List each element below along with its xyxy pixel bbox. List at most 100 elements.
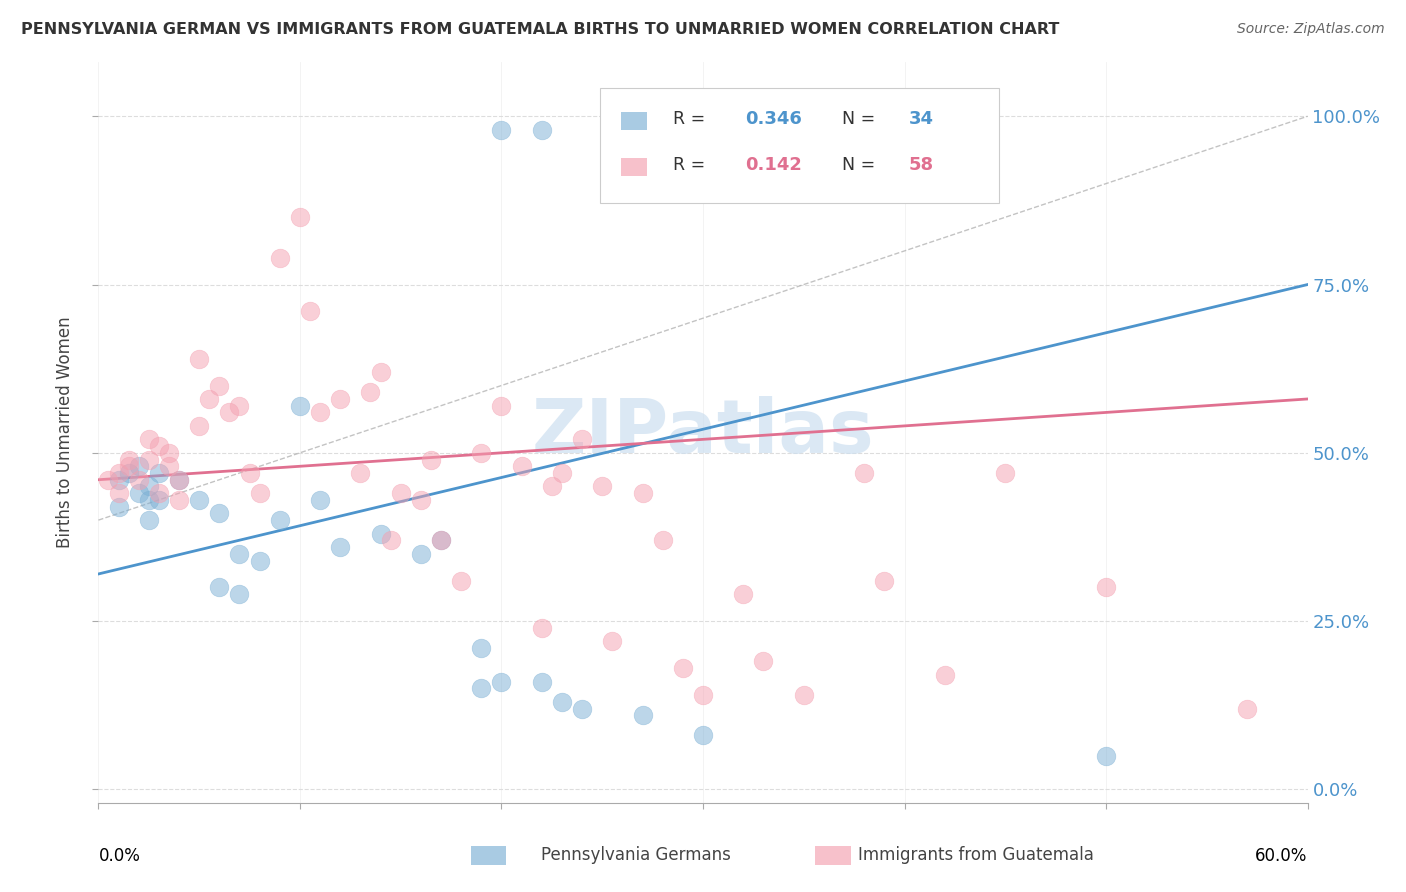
- Point: [138, 513, 160, 527]
- Text: Pennsylvania Germans: Pennsylvania Germans: [541, 846, 731, 863]
- Point: [430, 533, 453, 548]
- Point: [551, 466, 574, 480]
- FancyBboxPatch shape: [600, 88, 1000, 203]
- Point: [602, 634, 624, 648]
- Point: [491, 122, 513, 136]
- Point: [309, 405, 332, 419]
- Point: [389, 486, 412, 500]
- Point: [530, 122, 553, 136]
- Point: [269, 251, 291, 265]
- Point: [450, 574, 472, 588]
- Text: 0.346: 0.346: [745, 110, 803, 128]
- Point: [309, 492, 332, 507]
- Text: R =: R =: [672, 110, 710, 128]
- Point: [118, 459, 141, 474]
- Point: [540, 479, 562, 493]
- Point: [97, 473, 120, 487]
- Point: [128, 473, 150, 487]
- Point: [107, 466, 129, 480]
- Point: [934, 668, 956, 682]
- Point: [299, 304, 322, 318]
- Point: [1236, 701, 1258, 715]
- Point: [148, 439, 170, 453]
- Point: [752, 655, 775, 669]
- Point: [107, 473, 129, 487]
- Point: [631, 708, 654, 723]
- Text: R =: R =: [672, 155, 710, 174]
- Point: [510, 459, 533, 474]
- Point: [107, 500, 129, 514]
- Point: [380, 533, 402, 548]
- Point: [651, 533, 673, 548]
- Point: [167, 473, 190, 487]
- Point: [571, 701, 593, 715]
- Point: [349, 466, 371, 480]
- Text: 60.0%: 60.0%: [1256, 847, 1308, 865]
- Text: N =: N =: [842, 155, 880, 174]
- Point: [218, 405, 240, 419]
- Point: [138, 479, 160, 493]
- Point: [239, 466, 262, 480]
- Point: [672, 661, 695, 675]
- Point: [128, 459, 150, 474]
- Point: [148, 492, 170, 507]
- Point: [107, 486, 129, 500]
- Point: [551, 695, 574, 709]
- Point: [1095, 581, 1118, 595]
- Point: [409, 547, 432, 561]
- Point: [188, 418, 211, 433]
- FancyBboxPatch shape: [621, 112, 647, 130]
- Point: [692, 688, 714, 702]
- Point: [208, 507, 231, 521]
- Point: [148, 486, 170, 500]
- Point: [692, 122, 714, 136]
- Point: [873, 574, 896, 588]
- Text: 34: 34: [908, 110, 934, 128]
- Point: [470, 446, 492, 460]
- Text: Immigrants from Guatemala: Immigrants from Guatemala: [858, 846, 1094, 863]
- Point: [491, 674, 513, 689]
- Point: [148, 466, 170, 480]
- Point: [228, 587, 250, 601]
- Text: 58: 58: [908, 155, 934, 174]
- Point: [208, 378, 231, 392]
- Point: [370, 526, 392, 541]
- Text: 0.0%: 0.0%: [98, 847, 141, 865]
- Text: ZIPatlas: ZIPatlas: [531, 396, 875, 469]
- Point: [228, 547, 250, 561]
- Point: [360, 385, 382, 400]
- Point: [208, 581, 231, 595]
- Point: [188, 351, 211, 366]
- Point: [249, 486, 271, 500]
- Point: [138, 492, 160, 507]
- Point: [118, 452, 141, 467]
- Point: [793, 688, 815, 702]
- Text: Source: ZipAtlas.com: Source: ZipAtlas.com: [1237, 22, 1385, 37]
- Text: 0.142: 0.142: [745, 155, 803, 174]
- Point: [329, 540, 352, 554]
- Point: [128, 486, 150, 500]
- Point: [571, 433, 593, 447]
- Point: [329, 392, 352, 406]
- FancyBboxPatch shape: [621, 158, 647, 176]
- Point: [409, 492, 432, 507]
- Point: [470, 681, 492, 696]
- Point: [1095, 748, 1118, 763]
- Point: [733, 587, 755, 601]
- Point: [198, 392, 221, 406]
- Point: [188, 492, 211, 507]
- Point: [138, 433, 160, 447]
- Point: [631, 486, 654, 500]
- Point: [288, 211, 311, 225]
- Point: [994, 466, 1017, 480]
- Y-axis label: Births to Unmarried Women: Births to Unmarried Women: [56, 317, 75, 549]
- Point: [288, 399, 311, 413]
- Point: [530, 621, 553, 635]
- Point: [228, 399, 250, 413]
- Point: [138, 452, 160, 467]
- Point: [692, 729, 714, 743]
- Point: [157, 459, 180, 474]
- Point: [491, 399, 513, 413]
- Text: PENNSYLVANIA GERMAN VS IMMIGRANTS FROM GUATEMALA BIRTHS TO UNMARRIED WOMEN CORRE: PENNSYLVANIA GERMAN VS IMMIGRANTS FROM G…: [21, 22, 1060, 37]
- Point: [530, 674, 553, 689]
